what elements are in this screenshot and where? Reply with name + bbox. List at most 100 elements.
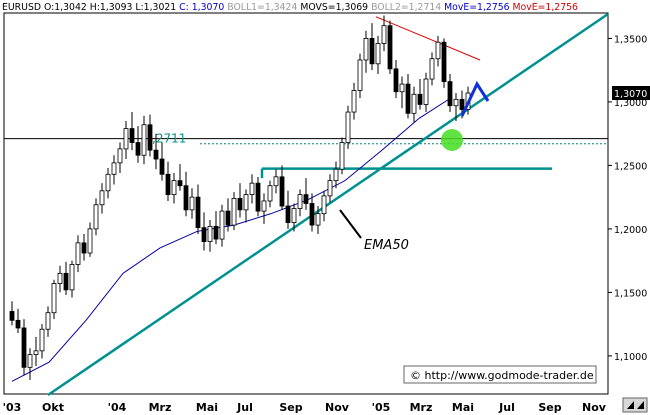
candle-body [105, 173, 111, 192]
ema50-pointer [339, 209, 362, 239]
candle-body [27, 354, 33, 368]
candle-body [69, 264, 75, 291]
x-tick-label: Mai [196, 401, 218, 414]
candle-body [255, 182, 261, 212]
candle-body [387, 25, 393, 70]
header-item: MOVS=1,3069 [297, 2, 368, 13]
candle-body [339, 142, 345, 170]
support-label: ,2711 [152, 132, 186, 146]
candle-body [279, 176, 285, 207]
candle-body [195, 196, 201, 229]
candle-body [219, 210, 225, 240]
header-item: EURUSD [2, 2, 41, 13]
candle-body [183, 185, 189, 211]
candle-body [141, 124, 147, 156]
candle-body [393, 68, 399, 93]
y-tick-label: 1,1500 [614, 288, 647, 299]
candle-body [411, 93, 417, 114]
candle-body [33, 350, 39, 356]
candle-body [129, 128, 135, 143]
candle-body [201, 227, 207, 243]
candle-body [267, 185, 273, 202]
candle-body [369, 38, 375, 65]
candle-body [57, 272, 63, 284]
candle-body [81, 242, 87, 254]
last-price-box [612, 86, 650, 101]
candle-body [285, 205, 291, 223]
candle-body [321, 195, 327, 215]
candle-body [63, 272, 69, 291]
candle-body [417, 93, 423, 105]
candle-body [363, 38, 369, 61]
x-tick-label: Nov [582, 401, 607, 414]
y-tick-label: 1,2500 [614, 161, 647, 172]
candle-body [297, 194, 303, 209]
header-item: BOLL1=1,3424 [224, 2, 297, 13]
y-tick-label: 1,1000 [614, 352, 647, 363]
y-tick-label: 1,3000 [614, 98, 647, 109]
candle-body [225, 210, 231, 226]
header-item: O:1,3042 [41, 2, 87, 13]
x-tick-label: Okt [42, 401, 64, 414]
resistance-line [375, 16, 481, 61]
candle-body [159, 158, 165, 175]
x-tick-label: '05 [372, 401, 391, 414]
candle-body [45, 312, 51, 330]
candle-body [441, 41, 447, 82]
candle-body [423, 78, 429, 105]
candle-body [309, 203, 315, 226]
candle-body [447, 81, 453, 107]
candle-body [99, 190, 105, 206]
projection-path [460, 80, 490, 117]
candle-body [453, 98, 459, 107]
candle-body [231, 198, 237, 226]
candle-body [51, 283, 57, 314]
candle-body [249, 182, 255, 196]
ema50-label: EMA50 [364, 238, 409, 253]
candle-body [87, 228, 93, 254]
candle-body [135, 142, 141, 156]
candle-body [333, 168, 339, 182]
x-tick-label: Mrz [410, 401, 433, 414]
candle-body [9, 311, 15, 321]
header-item: BOLL2=1,2714 [368, 2, 441, 13]
x-tick-label: Jul [236, 401, 253, 414]
candle-body [171, 180, 177, 196]
x-tick-label: Sep [538, 401, 561, 414]
candle-body [399, 83, 405, 93]
x-tick-label: '03 [3, 401, 22, 414]
candle-body [243, 194, 249, 211]
y-tick-label: 1,3500 [614, 34, 647, 45]
candle-body [237, 198, 243, 211]
candle-body [459, 98, 465, 110]
x-tick-label: Jul [498, 401, 515, 414]
candle-body [153, 149, 159, 160]
candle-body [165, 173, 171, 196]
x-tick-label: '04 [108, 401, 127, 414]
x-tick-label: Nov [325, 401, 350, 414]
candle-body [123, 128, 129, 150]
candle-body [117, 148, 123, 164]
watermark-box [403, 365, 597, 384]
candle-body [39, 328, 45, 352]
candle-body [429, 58, 435, 80]
watermark: © http://www.godmode-trader.de [410, 369, 594, 382]
candle-body [15, 319, 21, 329]
candle-body [207, 225, 213, 243]
y-tick-label: 1,2000 [614, 225, 647, 236]
candle-body [375, 43, 381, 65]
header-item: L:1,3021 [132, 2, 176, 13]
candle-body [315, 213, 321, 226]
candle-body [21, 327, 27, 368]
candle-body [75, 242, 81, 265]
x-tick-label: Sep [279, 401, 302, 414]
nav-arrow-icon [627, 401, 644, 409]
candle-body [357, 59, 363, 91]
rising-trendline [47, 12, 609, 397]
last-price-label: 1,3070 [614, 89, 647, 100]
candle-body [273, 176, 279, 187]
header-item: MovE=1,2756 [441, 2, 509, 13]
candle-body [303, 194, 309, 204]
x-tick-label: Mai [452, 401, 474, 414]
candle-body [345, 111, 351, 143]
